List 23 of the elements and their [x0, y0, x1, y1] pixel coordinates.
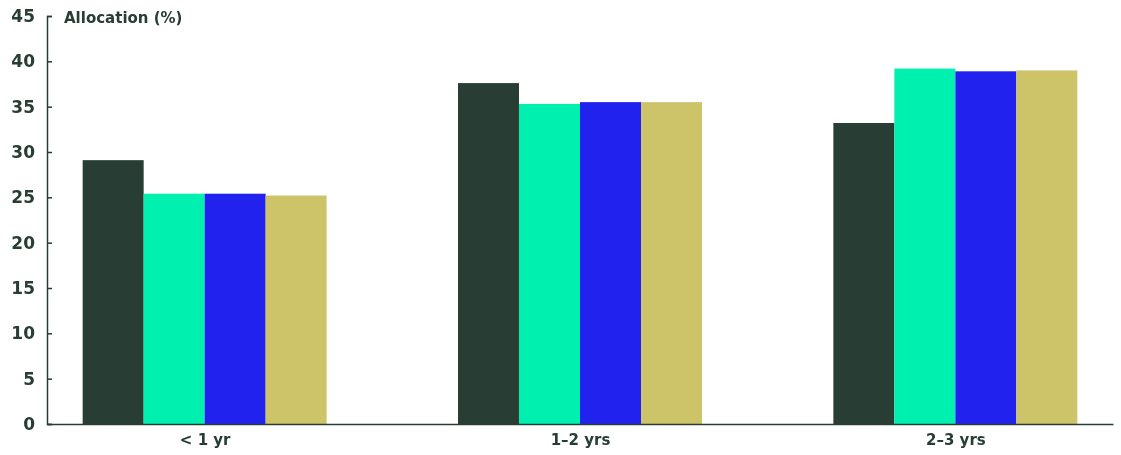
- x-tick-label: < 1 yr: [179, 430, 232, 449]
- bar: [204, 193, 266, 424]
- bar: [580, 102, 641, 424]
- x-tick-label: 1–2 yrs: [550, 430, 611, 449]
- y-tick-label: 5: [23, 368, 35, 389]
- y-tick-label: 25: [11, 187, 35, 208]
- bar: [519, 103, 580, 424]
- y-tick-label: 45: [11, 5, 35, 26]
- y-tick-label: 40: [11, 51, 36, 72]
- bar: [265, 195, 327, 424]
- y-axis-title: Allocation (%): [64, 9, 183, 27]
- y-tick-label: 20: [11, 232, 36, 253]
- y-tick-label: 10: [11, 323, 36, 344]
- y-tick-label: 0: [23, 413, 36, 434]
- y-tick-label: 15: [11, 277, 35, 298]
- y-tick-label: 35: [11, 96, 35, 117]
- x-tick-label: 2–3 yrs: [926, 430, 986, 449]
- bar: [894, 68, 956, 424]
- bar: [143, 193, 205, 424]
- y-tick-label: 30: [11, 141, 36, 162]
- bar: [1016, 70, 1078, 424]
- bar: [641, 102, 702, 424]
- bar: [955, 71, 1017, 424]
